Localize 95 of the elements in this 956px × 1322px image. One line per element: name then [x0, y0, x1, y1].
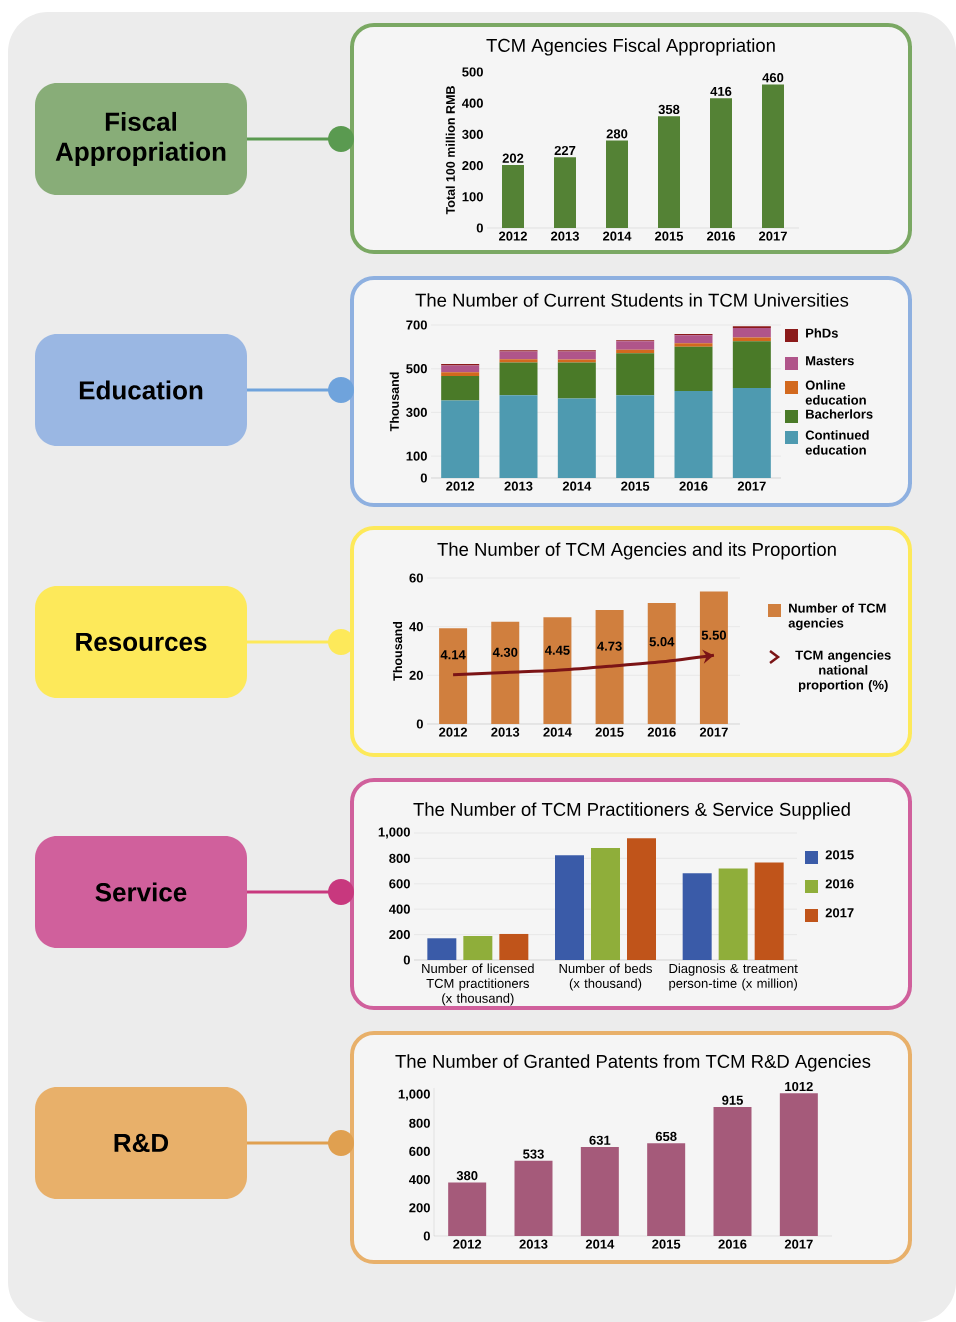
data-label: 658	[655, 1131, 677, 1142]
data-label: 5.50	[701, 630, 727, 640]
y-tick-label: 0	[420, 473, 427, 483]
data-label: 533	[523, 1149, 544, 1159]
x-tick-label: 2017	[759, 231, 787, 241]
x-tick-label: 2012	[446, 481, 475, 491]
data-label: 5.04	[649, 637, 675, 647]
data-label: 631	[589, 1135, 611, 1145]
data-label: 4.45	[544, 645, 570, 655]
y-tick-label: 600	[389, 879, 410, 889]
legend-label: 2016	[825, 879, 854, 889]
x-tick-label: 2012	[439, 727, 468, 737]
x-tick-label: 2016	[679, 481, 708, 491]
x-tick-label: Number of beds (x thousand)	[559, 963, 652, 991]
y-tick-label: 100	[462, 192, 483, 202]
y-tick-label: 100	[406, 451, 427, 461]
x-tick-label: 2015	[652, 1239, 681, 1249]
y-tick-label: 40	[409, 622, 423, 632]
y-tick-label: 0	[416, 719, 423, 729]
y-tick-label: 1,000	[398, 1089, 430, 1101]
y-tick-label: 800	[389, 853, 410, 863]
legend-label: PhDs	[806, 328, 838, 338]
y-tick-label: 400	[388, 904, 410, 914]
x-tick-label: Number of licensed TCM practitioners (x thousand)	[422, 963, 534, 1006]
legend-label: TCM angencies national proportion (%)	[795, 650, 891, 693]
x-tick-label: Diagnosis & treatment person-time (x million)	[669, 963, 798, 991]
legend-label: Online education	[805, 380, 866, 405]
x-tick-label: 2016	[718, 1239, 747, 1249]
legend-label: Continued education	[805, 430, 869, 455]
y-axis-title: Thousand	[389, 372, 399, 432]
data-label: 202	[502, 153, 524, 163]
x-tick-label: 2012	[499, 231, 527, 241]
x-tick-label: 2012	[453, 1239, 482, 1249]
text: Service	[95, 882, 187, 902]
data-label: 380	[456, 1171, 478, 1181]
x-tick-label: 2017	[784, 1239, 813, 1249]
y-tick-label: 500	[462, 67, 483, 77]
data-label: 460	[762, 73, 784, 83]
chart-title: The Number of Granted Patents from TCM R&D Agencies	[395, 1054, 871, 1072]
x-tick-label: 2014	[562, 481, 592, 491]
y-axis-title: Total 100 million RMB	[445, 86, 455, 215]
legend-label: 2017	[825, 908, 854, 918]
data-label: 227	[554, 145, 576, 155]
y-tick-label: 400	[461, 98, 483, 108]
y-tick-label: 20	[409, 670, 423, 680]
x-tick-label: 2015	[655, 231, 684, 241]
x-tick-label: 2013	[504, 481, 533, 491]
legend-label: 2015	[825, 850, 854, 860]
text: Education	[79, 380, 203, 400]
y-tick-label: 300	[406, 407, 427, 418]
y-tick-label: 200	[409, 1203, 430, 1213]
x-tick-label: 2016	[707, 231, 735, 241]
y-tick-label: 700	[406, 320, 427, 330]
data-label: 416	[710, 86, 732, 96]
y-tick-label: 300	[462, 129, 483, 139]
legend-label: Number of TCM agencies	[788, 603, 886, 631]
x-tick-label: 2014	[585, 1239, 615, 1249]
y-tick-label: 500	[406, 364, 427, 374]
y-tick-label: 800	[409, 1118, 430, 1128]
y-tick-label: 200	[462, 160, 483, 171]
data-label: 4.14	[440, 650, 466, 660]
text: Resources	[76, 632, 207, 652]
x-tick-label: 2015	[621, 481, 650, 491]
y-axis-title: Thousand	[392, 621, 403, 681]
text: R&D	[114, 1133, 169, 1153]
y-tick-label: 0	[476, 223, 483, 233]
legend-label: Bacherlors	[806, 409, 873, 419]
x-tick-label: 2014	[603, 231, 632, 241]
y-tick-label: 1,000	[378, 827, 410, 839]
y-tick-label: 0	[403, 955, 410, 965]
x-tick-label: 2013	[491, 727, 520, 737]
x-tick-label: 2014	[543, 727, 572, 737]
data-label: 915	[722, 1095, 743, 1105]
chart-title: The Number of TCM Agencies and its Proportion	[437, 542, 836, 560]
y-tick-label: 400	[408, 1175, 430, 1185]
x-tick-label: 2015	[595, 727, 624, 737]
legend-label: Masters	[806, 356, 854, 366]
data-label: 4.30	[492, 647, 518, 657]
y-tick-label: 200	[389, 929, 410, 940]
x-tick-label: 2013	[519, 1239, 548, 1249]
text: Fiscal Appropriation	[55, 111, 226, 167]
x-tick-label: 2017	[699, 727, 728, 737]
data-label: 1012	[785, 1081, 813, 1092]
x-tick-label: 2017	[737, 481, 766, 491]
data-label: 4.73	[597, 641, 622, 651]
chart-title: The Number of TCM Practitioners & Service Supplied	[413, 802, 850, 820]
data-label: 358	[658, 104, 680, 115]
chart-title: TCM Agencies Fiscal Appropriation	[486, 38, 775, 56]
data-label: 280	[606, 129, 628, 139]
y-tick-label: 0	[423, 1231, 430, 1241]
chart-title: The Number of Current Students in TCM Universities	[415, 293, 849, 307]
y-tick-label: 60	[409, 573, 423, 583]
x-tick-label: 2016	[647, 727, 676, 737]
y-tick-label: 600	[409, 1146, 430, 1157]
x-tick-label: 2013	[551, 231, 579, 241]
